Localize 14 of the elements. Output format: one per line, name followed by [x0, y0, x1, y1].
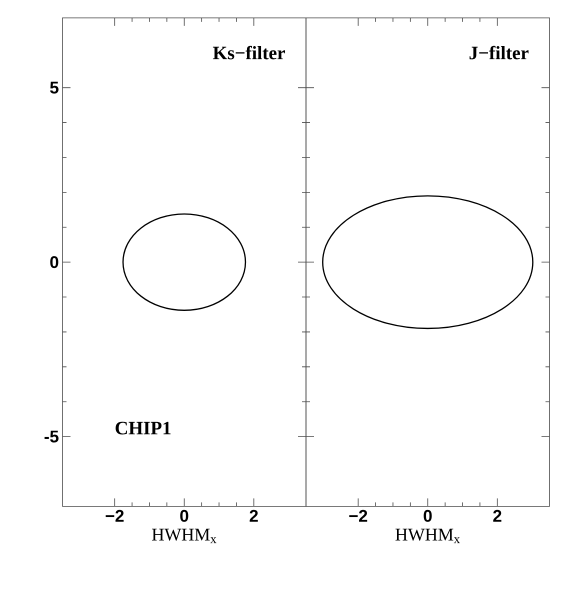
x-axis-title: HWHM$_{x}$: [152, 528, 216, 544]
annotation: J−filter: [470, 46, 529, 60]
x-tick-label: 2: [250, 510, 258, 522]
x-axis-title: HWHM$_{x}$: [395, 528, 460, 544]
y-tick-label: -5: [44, 430, 59, 443]
y-tick-label: 0: [50, 256, 58, 268]
y-tick-label: 5: [50, 82, 59, 94]
x-tick-label: 0: [180, 510, 188, 522]
annotation: Ks−filter: [212, 46, 286, 60]
x-tick-label: 0: [424, 510, 432, 522]
annotation: CHIP1: [116, 422, 171, 434]
x-tick-label: −2: [349, 510, 368, 522]
x-tick-label: 2: [493, 510, 502, 522]
x-tick-label: −2: [106, 510, 124, 522]
